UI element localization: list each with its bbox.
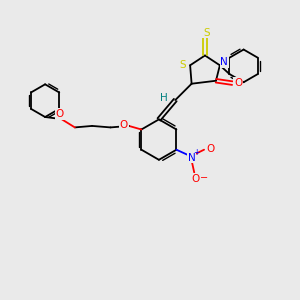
Text: S: S [179, 60, 186, 70]
Text: N: N [220, 57, 228, 67]
Text: O: O [234, 78, 242, 88]
Text: −: − [200, 173, 208, 183]
Text: H: H [160, 93, 168, 103]
Text: N: N [188, 153, 196, 163]
Text: O: O [56, 109, 64, 119]
Text: O: O [206, 144, 215, 154]
Text: O: O [120, 120, 128, 130]
Text: O: O [192, 174, 200, 184]
Text: +: + [193, 148, 199, 157]
Text: S: S [203, 28, 210, 38]
